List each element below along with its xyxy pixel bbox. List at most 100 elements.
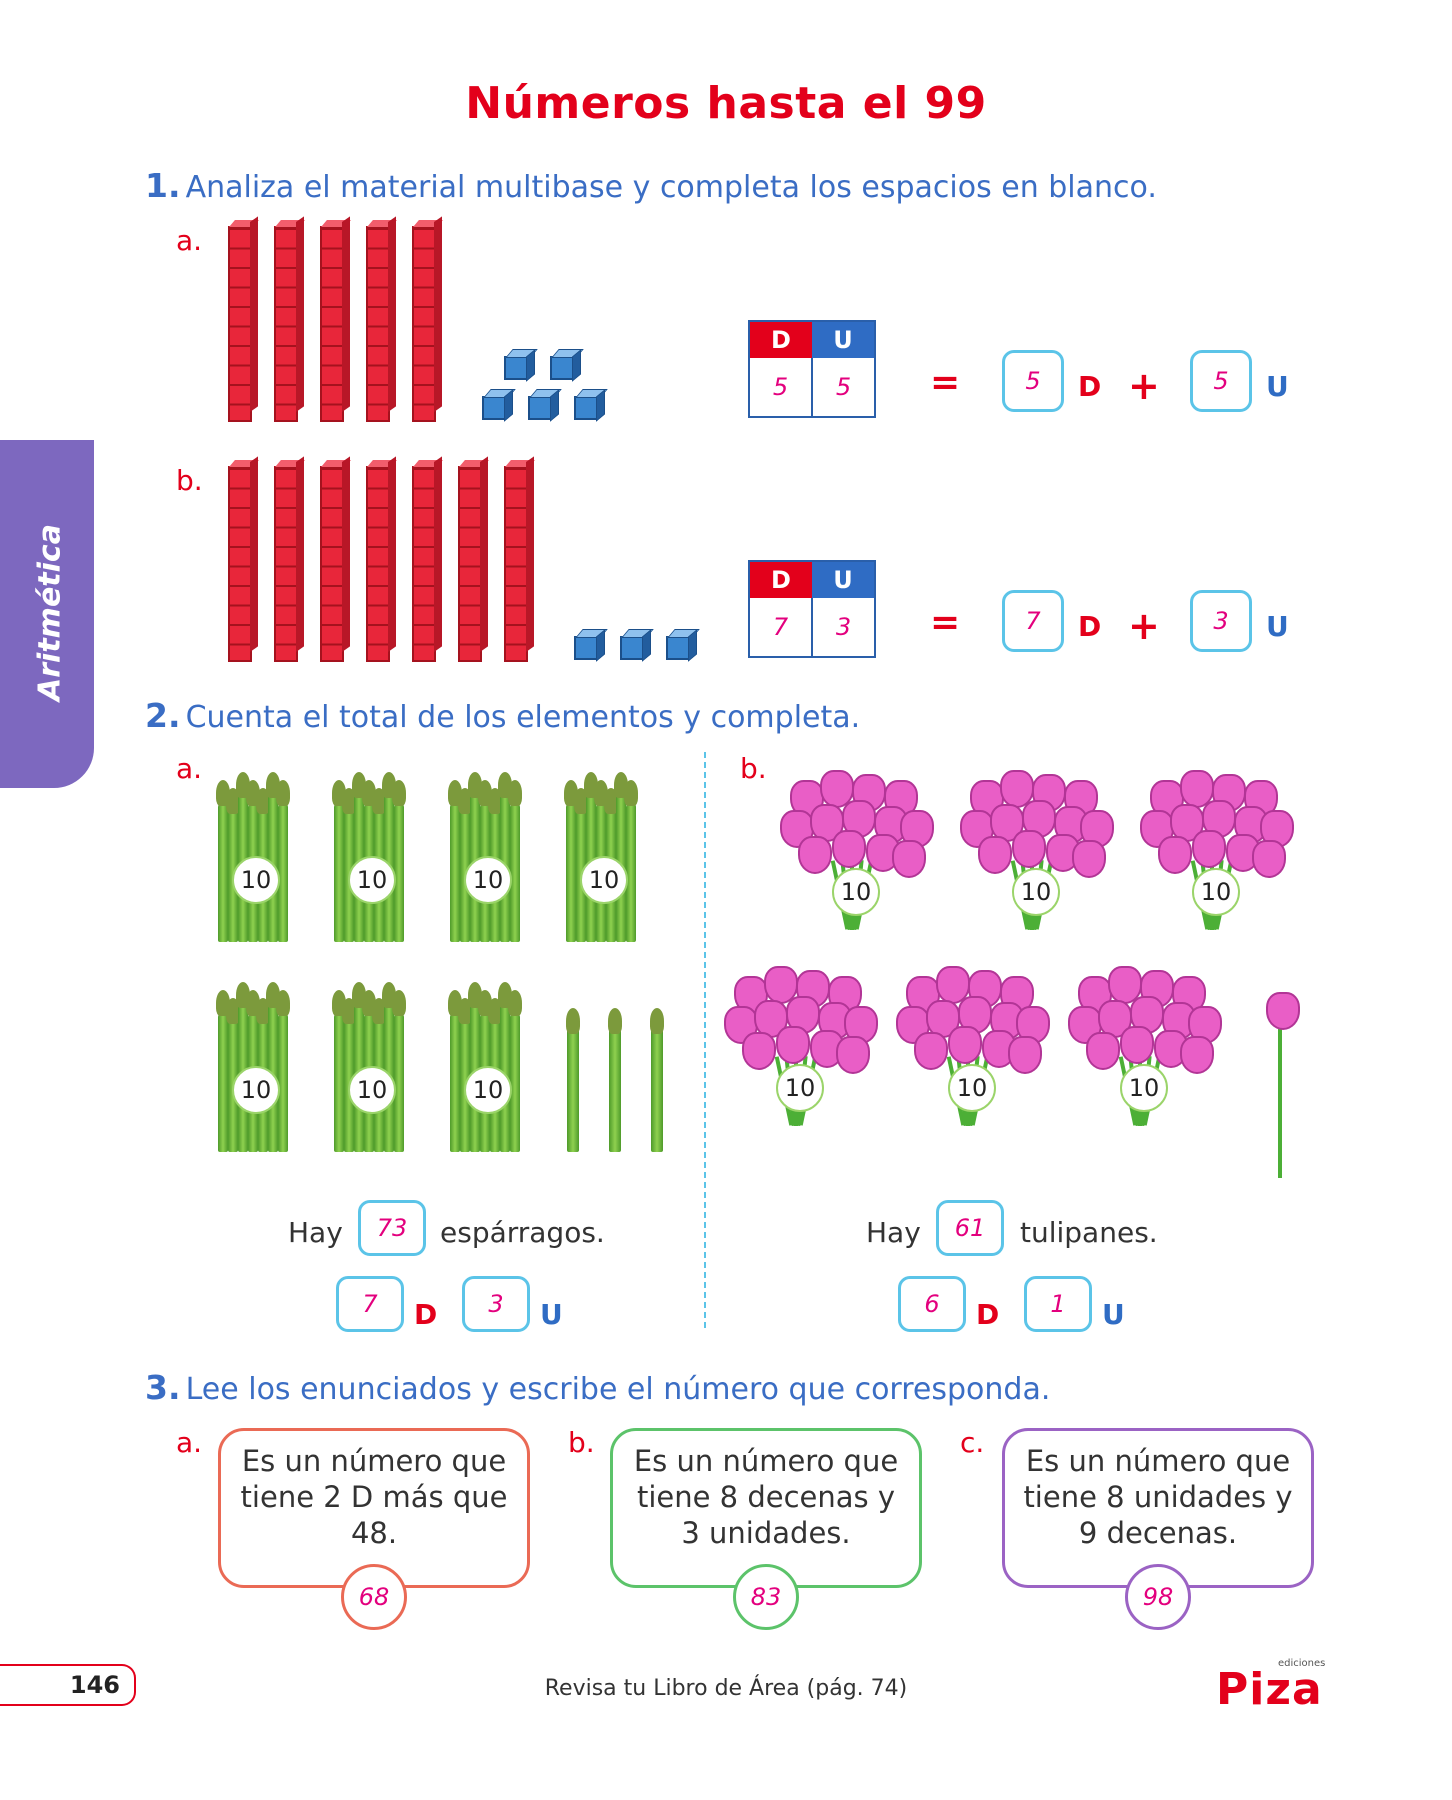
question-2-text: Cuenta el total de los elementos y compl… (185, 700, 861, 735)
q2a-total-box[interactable]: 73 (358, 1200, 426, 1256)
single-asparagus (650, 1008, 664, 1158)
side-tab: Aritmética (0, 440, 94, 788)
bundle-tag: 10 (1120, 1064, 1168, 1112)
q2b-noun: tulipanes. (1020, 1216, 1158, 1249)
q2b-label: b. (740, 752, 767, 785)
equals-sign: = (930, 602, 961, 643)
single-asparagus (566, 1008, 580, 1158)
q2a-units-box[interactable]: 3 (462, 1276, 530, 1332)
single-asparagus (608, 1008, 622, 1158)
unit-cube (666, 636, 690, 660)
du-head-d: D (750, 322, 812, 358)
card-line: Es un número que (241, 1444, 507, 1478)
tulip-bundle: 10 (896, 966, 1056, 1166)
question-3-text: Lee los enunciados y escribe el número q… (185, 1372, 1051, 1407)
question-2: 2. Cuenta el total de los elementos y co… (145, 696, 860, 735)
bundle-tag: 10 (348, 1066, 396, 1114)
bundle-tag: 10 (464, 1066, 512, 1114)
letter-d: D (1078, 610, 1102, 643)
q2b-hay-text: Hay (866, 1216, 921, 1249)
letter-d: D (976, 1298, 1000, 1331)
ten-rod (320, 226, 344, 422)
q2a-noun: espárragos. (440, 1216, 605, 1249)
du-value-d[interactable]: 7 (750, 598, 813, 656)
asparagus-bundle: 10 (442, 758, 532, 948)
unit-cube (574, 396, 598, 420)
ten-rod (228, 466, 252, 662)
q3c-card: Es un número que tiene 8 unidades y 9 de… (1002, 1428, 1314, 1588)
letter-u: U (1266, 610, 1289, 643)
q1a-label: a. (176, 224, 203, 257)
asparagus-bundle: 10 (326, 968, 416, 1158)
card-line: 9 decenas. (1078, 1516, 1238, 1550)
card-line: Es un número que (633, 1444, 899, 1478)
q2a-tens-box[interactable]: 7 (336, 1276, 404, 1332)
asparagus-bundle: 10 (326, 758, 416, 948)
du-head-u: U (812, 562, 874, 598)
side-tab-label: Aritmética (32, 524, 68, 701)
tulip-bundle: 10 (780, 770, 940, 970)
ten-rod (274, 226, 298, 422)
tulips-illustration: 10 10 10 10 10 10 (724, 770, 1340, 1190)
bundle-tag: 10 (232, 1066, 280, 1114)
card-line: tiene 2 D más que (240, 1480, 508, 1514)
page-number: 146 (0, 1664, 136, 1706)
q2a-hay-text: Hay (288, 1216, 343, 1249)
q2b-total-box[interactable]: 61 (936, 1200, 1004, 1256)
q2b-units-box[interactable]: 1 (1024, 1276, 1092, 1332)
question-3: 3. Lee los enunciados y escribe el númer… (145, 1368, 1050, 1407)
tulip-bundle: 10 (724, 966, 884, 1166)
bundle-tag: 10 (580, 856, 628, 904)
q1b-units-box[interactable]: 3 (1190, 590, 1252, 652)
asparagus-bundle: 10 (210, 758, 300, 948)
unit-cube (574, 636, 598, 660)
single-tulip (1260, 992, 1310, 1182)
asparagus-bundle: 10 (558, 758, 648, 948)
q2a-label: a. (176, 752, 203, 785)
bundle-tag: 10 (1192, 868, 1240, 916)
publisher-logo: Piza (1216, 1664, 1323, 1715)
asparagus-bundle: 10 (442, 968, 532, 1158)
q1b-tens-box[interactable]: 7 (1002, 590, 1064, 652)
question-2-number: 2. (145, 696, 181, 735)
page-title: Números hasta el 99 (465, 78, 987, 129)
ten-rod (458, 466, 482, 662)
du-value-d[interactable]: 5 (750, 358, 813, 416)
q1a-units-box[interactable]: 5 (1190, 350, 1252, 412)
ten-rod (412, 226, 436, 422)
q3c-label: c. (960, 1426, 985, 1459)
q2b-tens-box[interactable]: 6 (898, 1276, 966, 1332)
bundle-tag: 10 (348, 856, 396, 904)
du-head-d: D (750, 562, 812, 598)
bundle-tag: 10 (232, 856, 280, 904)
ten-rod (274, 466, 298, 662)
q1b-du-table: D U 7 3 (748, 560, 876, 658)
card-line: tiene 8 decenas y (636, 1480, 896, 1514)
q3c-answer-circle[interactable]: 98 (1125, 1564, 1191, 1630)
letter-d: D (1078, 370, 1102, 403)
asparagus-bundle: 10 (210, 968, 300, 1158)
ten-rod (320, 466, 344, 662)
q3a-answer-circle[interactable]: 68 (341, 1564, 407, 1630)
letter-u: U (1102, 1298, 1125, 1331)
bundle-tag: 10 (832, 868, 880, 916)
ten-rod (504, 466, 528, 662)
q1a-tens-box[interactable]: 5 (1002, 350, 1064, 412)
logo-subtitle: ediciones (1278, 1658, 1326, 1669)
du-value-u[interactable]: 3 (835, 613, 852, 641)
bundle-tag: 10 (948, 1064, 996, 1112)
asparagus-illustration: 10 10 10 10 10 10 10 (210, 758, 690, 1178)
question-3-number: 3. (145, 1368, 181, 1407)
unit-cube (620, 636, 644, 660)
q3b-label: b. (568, 1426, 595, 1459)
q3b-answer-circle[interactable]: 83 (733, 1564, 799, 1630)
question-1: 1. Analiza el material multibase y compl… (145, 166, 1157, 205)
tulip-bundle: 10 (1140, 770, 1300, 970)
bundle-tag: 10 (1012, 868, 1060, 916)
q3a-label: a. (176, 1426, 203, 1459)
question-1-text: Analiza el material multibase y completa… (185, 170, 1157, 205)
tulip-bundle: 10 (960, 770, 1120, 970)
plus-sign: + (1128, 364, 1160, 408)
card-line: tiene 8 unidades y (1023, 1480, 1293, 1514)
du-value-u[interactable]: 5 (835, 373, 852, 401)
